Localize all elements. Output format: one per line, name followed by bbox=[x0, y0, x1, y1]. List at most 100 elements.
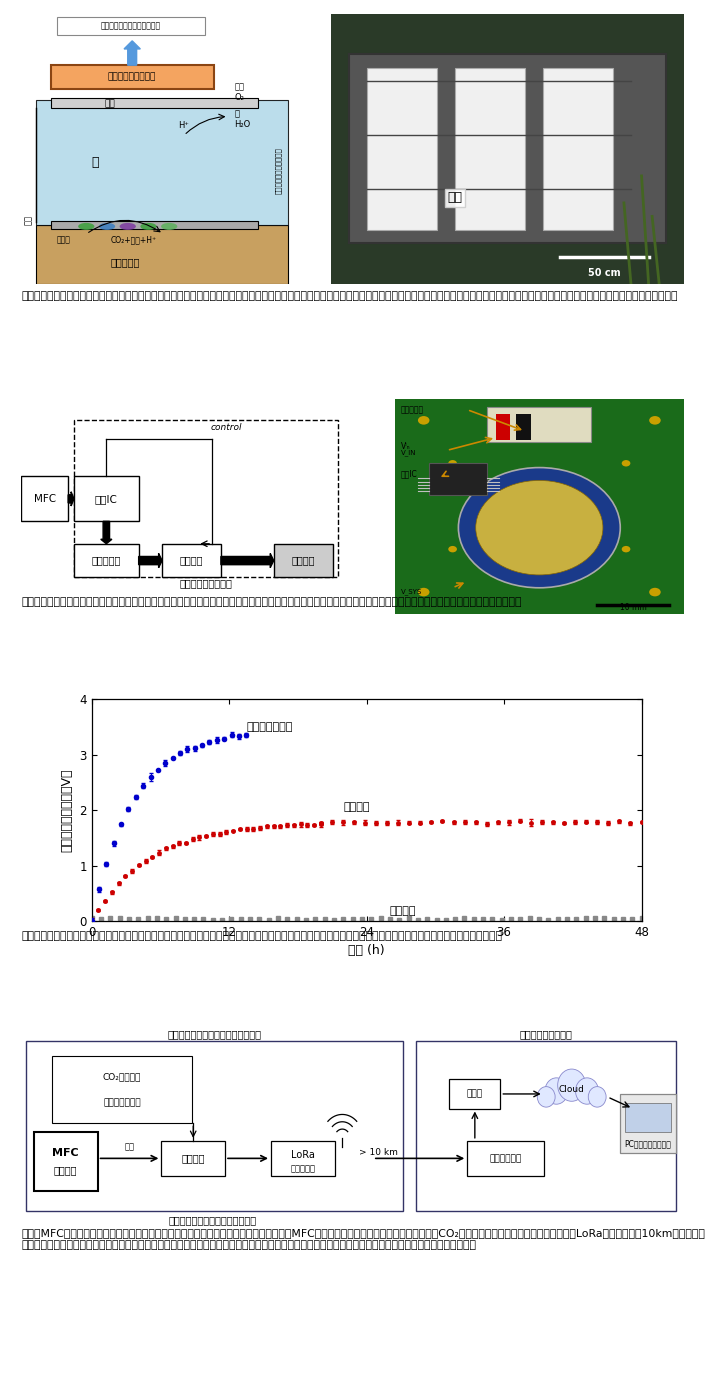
Text: 新規ハーベスタ: 新規ハーベスタ bbox=[246, 722, 293, 733]
Text: V_IN: V_IN bbox=[400, 449, 416, 456]
Text: 図２　エナジーハーベスタのブロック図と写真。キャパシタに電力を蓄えて、そのエネルギーを間欠的に放出することで様々なアプリケーションモジュールを駆動できる。: 図２ エナジーハーベスタのブロック図と写真。キャパシタに電力を蓄えて、そのエネル… bbox=[21, 597, 522, 607]
Text: PC、スマートフォン: PC、スマートフォン bbox=[625, 1140, 672, 1148]
Bar bbox=[56, 17, 204, 36]
Text: マイコン: マイコン bbox=[181, 1154, 205, 1163]
Text: 図３　新規エネジーハーベスタによるキャパシタの充電実験。トランスホーマを利用した従来型１と最大電力点追従制御を搭載した従来型２と充電性能を比較した。: 図３ 新規エネジーハーベスタによるキャパシタの充電実験。トランスホーマを利用した… bbox=[21, 931, 502, 940]
Text: 酸素: 酸素 bbox=[234, 82, 245, 91]
Circle shape bbox=[649, 587, 661, 597]
X-axis label: 時間 (h): 時間 (h) bbox=[348, 945, 385, 957]
Bar bbox=[349, 54, 666, 244]
Bar bbox=[496, 414, 510, 439]
Circle shape bbox=[537, 1087, 555, 1107]
Bar bbox=[162, 544, 221, 578]
Text: 電力: 電力 bbox=[125, 1143, 135, 1151]
Text: 従来型１: 従来型１ bbox=[390, 906, 416, 915]
Text: > 10 km: > 10 km bbox=[359, 1148, 398, 1156]
Text: 図１　微生物燃料電池システムの概要図と畜産研究部門つくばの池に設置した装置の写真。負極の周囲に存在している発電細菌が電極に付着する。発電細菌が土壌に含まれている: 図１ 微生物燃料電池システムの概要図と畜産研究部門つくばの池に設置した装置の写真… bbox=[21, 291, 678, 301]
Text: MFC: MFC bbox=[34, 494, 56, 504]
Text: 正極: 正極 bbox=[447, 191, 462, 204]
Text: データ受信と解析部: データ受信と解析部 bbox=[520, 1029, 572, 1039]
Circle shape bbox=[448, 546, 457, 553]
Ellipse shape bbox=[140, 223, 157, 230]
Text: H₂O: H₂O bbox=[234, 120, 250, 129]
Bar bbox=[161, 1141, 225, 1176]
Text: 負極: 負極 bbox=[24, 215, 33, 224]
Circle shape bbox=[476, 481, 603, 575]
Bar bbox=[467, 1141, 544, 1176]
Text: センサー: センサー bbox=[291, 555, 315, 565]
Bar bbox=[367, 68, 437, 230]
Y-axis label: キャパシタの電圧（V）: キャパシタの電圧（V） bbox=[61, 769, 74, 852]
Circle shape bbox=[649, 416, 661, 425]
Bar bbox=[429, 463, 487, 496]
Text: V_SYS: V_SYS bbox=[400, 589, 422, 596]
Text: 有機物: 有機物 bbox=[56, 235, 70, 244]
Text: LoRa: LoRa bbox=[291, 1151, 314, 1161]
Bar bbox=[271, 1141, 335, 1176]
Bar bbox=[449, 1079, 501, 1108]
Text: センサーと長距離無線データ送信部: センサーと長距離無線データ送信部 bbox=[168, 1029, 262, 1039]
Circle shape bbox=[458, 468, 620, 587]
Bar bbox=[51, 65, 214, 90]
Bar bbox=[455, 68, 525, 230]
Circle shape bbox=[622, 460, 630, 467]
Text: O₂: O₂ bbox=[234, 93, 244, 102]
Text: 自立駆動型環境モニタリング装置: 自立駆動型環境モニタリング装置 bbox=[168, 1215, 257, 1224]
Ellipse shape bbox=[120, 223, 136, 230]
Text: キャパシタ: キャパシタ bbox=[92, 555, 121, 565]
Bar bbox=[26, 1042, 403, 1210]
Text: 従来型２: 従来型２ bbox=[344, 802, 370, 813]
Circle shape bbox=[418, 416, 429, 425]
Text: Cloud: Cloud bbox=[559, 1084, 584, 1094]
Circle shape bbox=[545, 1078, 568, 1104]
Bar bbox=[74, 421, 338, 578]
FancyArrow shape bbox=[139, 554, 162, 568]
Text: CO₂センサー: CO₂センサー bbox=[103, 1072, 141, 1080]
Text: 発電細菌ステンレス電極: 発電細菌ステンレス電極 bbox=[276, 147, 282, 194]
Text: エナジーハーベスタ: エナジーハーベスタ bbox=[108, 73, 157, 82]
Bar bbox=[487, 407, 591, 442]
Text: control: control bbox=[211, 424, 243, 432]
Ellipse shape bbox=[161, 223, 178, 230]
Bar bbox=[274, 544, 333, 578]
Text: システム: システム bbox=[54, 1165, 78, 1174]
Text: 水: 水 bbox=[92, 157, 99, 169]
Bar bbox=[74, 544, 139, 578]
Circle shape bbox=[622, 546, 630, 553]
Text: 図４　MFCを唯一の電源とした自立駆動型の環境モニタリング装置の概要図。池や河川にMFCシステムを設置して発電する。その電力でCO₂センサーなどを駆動して、測定: 図４ MFCを唯一の電源とした自立駆動型の環境モニタリング装置の概要図。池や河川… bbox=[21, 1228, 705, 1251]
Polygon shape bbox=[36, 224, 288, 284]
FancyArrow shape bbox=[124, 40, 140, 65]
Text: ゲートウェイ: ゲートウェイ bbox=[489, 1154, 522, 1163]
Text: 10 mm: 10 mm bbox=[620, 602, 646, 612]
Text: モジュール: モジュール bbox=[290, 1165, 315, 1173]
Text: CO₂+電子+H⁺: CO₂+電子+H⁺ bbox=[111, 235, 157, 244]
Text: センサーなど　駆動部と接続: センサーなど 駆動部と接続 bbox=[101, 22, 161, 30]
Bar bbox=[543, 68, 613, 230]
Text: 池や川の土: 池や川の土 bbox=[110, 258, 140, 267]
Text: MFC: MFC bbox=[52, 1148, 79, 1158]
Bar bbox=[625, 1102, 671, 1132]
Bar bbox=[416, 1042, 676, 1210]
FancyArrow shape bbox=[101, 521, 112, 544]
Ellipse shape bbox=[78, 223, 94, 230]
Text: 温湿度センサー: 温湿度センサー bbox=[103, 1098, 140, 1107]
Text: スイッチ: スイッチ bbox=[180, 555, 203, 565]
Circle shape bbox=[418, 587, 429, 597]
Ellipse shape bbox=[99, 223, 115, 230]
Text: 制御IC: 制御IC bbox=[95, 494, 118, 504]
Bar bbox=[74, 476, 139, 521]
FancyArrow shape bbox=[221, 554, 274, 568]
Bar bbox=[51, 98, 258, 108]
Text: データ: データ bbox=[467, 1090, 483, 1098]
Bar bbox=[51, 1055, 192, 1123]
Bar bbox=[34, 1132, 97, 1191]
Circle shape bbox=[558, 1069, 586, 1101]
Text: Vᴵₙ: Vᴵₙ bbox=[400, 442, 410, 450]
Polygon shape bbox=[36, 100, 288, 224]
FancyArrow shape bbox=[68, 492, 74, 506]
Circle shape bbox=[448, 460, 457, 467]
Bar bbox=[51, 222, 258, 229]
Text: エナジーハーベスタ: エナジーハーベスタ bbox=[180, 578, 233, 587]
Circle shape bbox=[575, 1078, 599, 1104]
Text: H⁺: H⁺ bbox=[178, 122, 190, 130]
